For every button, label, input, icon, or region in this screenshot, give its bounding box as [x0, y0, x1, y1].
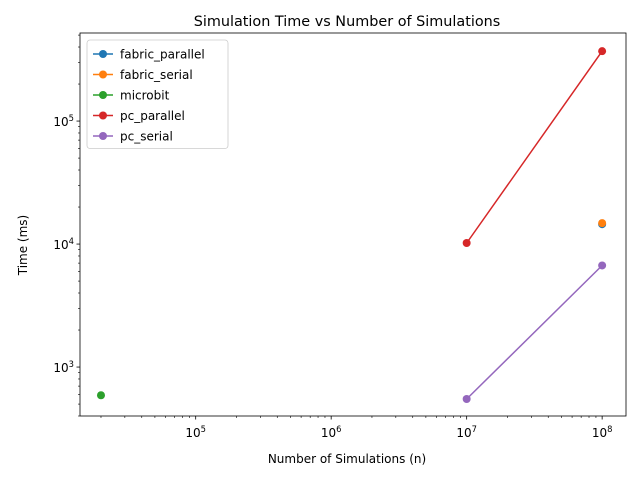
series-pc_serial [462, 261, 607, 403]
y-tick-label: 103 [53, 359, 74, 375]
x-tick-label: 106 [321, 424, 342, 440]
series-fabric_serial [598, 219, 607, 228]
legend-frame [86, 39, 229, 149]
x-tick-label: 107 [456, 424, 477, 440]
series-line [466, 50, 603, 244]
legend-swatch-marker [99, 91, 107, 99]
x-axis-label: Number of Simulations (n) [268, 452, 426, 466]
legend: fabric_parallel fabric_serial microbit pc_p… [86, 39, 229, 149]
plot-frame [79, 32, 627, 417]
data-point [96, 391, 105, 400]
legend-entry: pc_parallel [93, 109, 185, 123]
legend-swatch-marker [99, 70, 107, 79]
legend-label: fabric_serial [120, 68, 193, 82]
series-line [466, 264, 603, 400]
y-axis-label: Time (ms) [16, 215, 30, 277]
y-tick-label: 105 [53, 113, 74, 129]
y-tick-label: 104 [53, 236, 74, 252]
chart-title: Simulation Time vs Number of Simulations [194, 14, 501, 30]
legend-entry: fabric_parallel [93, 48, 205, 62]
legend-label: microbit [120, 89, 170, 103]
y-axis: 103 104 105 [53, 34, 80, 417]
data-point [598, 261, 607, 270]
data-point [462, 239, 471, 248]
data-point [598, 219, 607, 228]
legend-label: pc_serial [120, 130, 173, 144]
x-tick-label: 108 [592, 424, 613, 440]
legend-entry: microbit [93, 89, 170, 103]
data-point [598, 47, 607, 56]
series-pc_parallel [462, 47, 607, 248]
x-tick-label: 105 [185, 424, 206, 440]
series-microbit [96, 391, 105, 400]
legend-entry: fabric_serial [93, 68, 193, 82]
legend-label: pc_parallel [120, 109, 185, 123]
legend-entry: pc_serial [93, 130, 173, 144]
x-axis: 105 106 107 108 [100, 416, 613, 440]
data-point [462, 394, 471, 403]
legend-swatch-marker [99, 111, 107, 120]
legend-swatch-marker [99, 132, 107, 140]
legend-label: fabric_parallel [120, 48, 205, 62]
plot-area [96, 47, 607, 403]
legend-swatch-marker [99, 50, 107, 58]
